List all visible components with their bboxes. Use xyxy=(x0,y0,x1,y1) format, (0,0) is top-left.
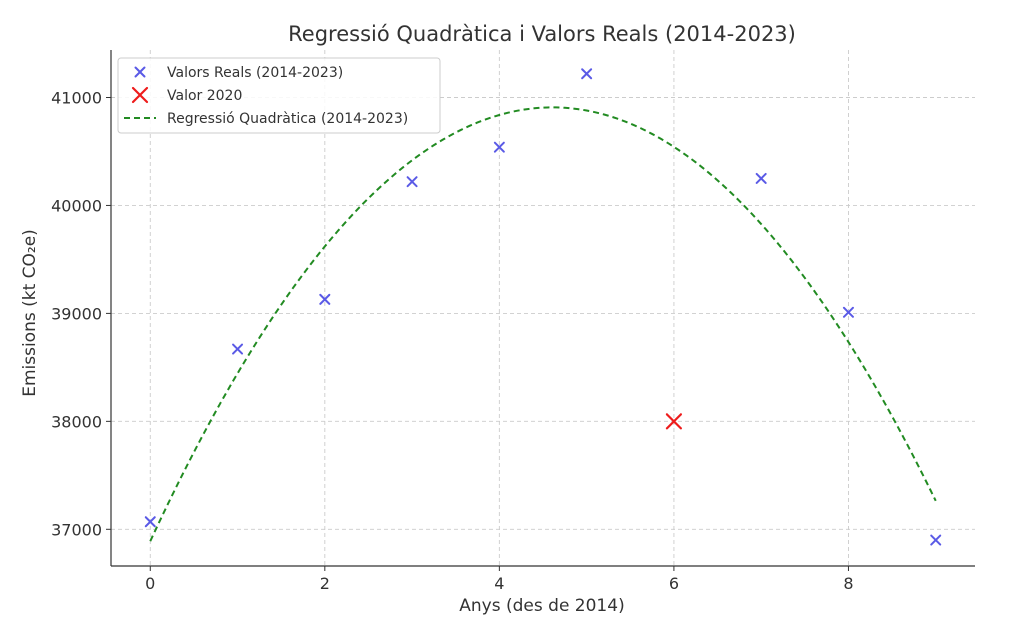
data-point-2020-stroke xyxy=(665,413,683,430)
data-point xyxy=(842,306,854,318)
x-tick-label: 0 xyxy=(145,574,155,593)
legend-marker-2020-value xyxy=(131,86,149,104)
data-point xyxy=(930,534,942,546)
y-tick-label: 37000 xyxy=(51,520,102,539)
regression-curve-layer xyxy=(149,106,937,542)
legend-box xyxy=(117,57,441,134)
legend-x-marker xyxy=(131,86,149,104)
y-tick-label: 39000 xyxy=(51,304,102,323)
axes xyxy=(106,50,975,571)
x-tick-label: 4 xyxy=(494,574,504,593)
tick-labels: 0 2 4 6 8 37000 38000 39000 40000 41000 xyxy=(51,88,853,593)
x-tick-label: 8 xyxy=(843,574,853,593)
legend-x-marker-stroke xyxy=(134,66,146,78)
legend: Valors Reals (2014-2023) Valor 2020 Regr… xyxy=(117,57,441,134)
data-point-stroke xyxy=(406,176,418,188)
legend-x-marker xyxy=(134,66,146,78)
legend-marker-actual-values xyxy=(134,66,146,78)
legend-x-marker-stroke xyxy=(131,86,149,104)
y-tick-label: 38000 xyxy=(51,412,102,431)
data-point-stroke xyxy=(493,141,505,153)
x-tick-label: 6 xyxy=(669,574,679,593)
x-axis-label: Anys (des de 2014) xyxy=(459,596,624,616)
legend-label-regression: Regressió Quadràtica (2014-2023) xyxy=(167,111,408,127)
data-point-stroke xyxy=(842,306,854,318)
y-axis-label: Emissions (kt CO₂e) xyxy=(20,229,40,397)
y-tick-label: 41000 xyxy=(51,88,102,107)
x-tick-label: 2 xyxy=(320,574,330,593)
data-point xyxy=(319,293,331,305)
regression-curve xyxy=(149,106,937,542)
data-point xyxy=(406,176,418,188)
legend-label-actual-values: Valors Reals (2014-2023) xyxy=(167,65,343,81)
data-point xyxy=(493,141,505,153)
data-point xyxy=(144,516,156,528)
y-tick-label: 40000 xyxy=(51,196,102,215)
data-point xyxy=(232,343,244,355)
data-point-stroke xyxy=(319,293,331,305)
data-point-2020 xyxy=(665,413,683,430)
data-point-stroke xyxy=(755,172,767,184)
data-point-stroke xyxy=(930,534,942,546)
chart-title: Regressió Quadràtica i Valors Reals (201… xyxy=(288,22,796,46)
data-points-layer xyxy=(144,68,942,546)
data-point-stroke xyxy=(581,68,593,80)
legend-label-2020-value: Valor 2020 xyxy=(167,88,242,104)
data-point xyxy=(581,68,593,80)
data-point-stroke xyxy=(144,516,156,528)
data-point-stroke xyxy=(232,343,244,355)
data-point xyxy=(755,172,767,184)
